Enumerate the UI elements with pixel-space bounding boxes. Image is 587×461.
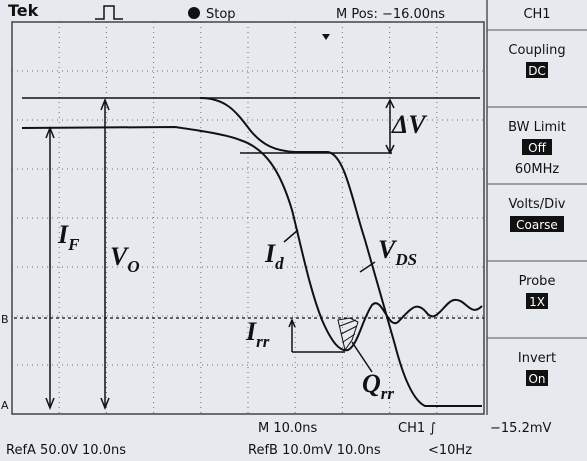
brand: Tek [8, 1, 39, 20]
position-marker [322, 34, 330, 40]
qrr-hatch [337, 317, 359, 352]
id-label: Id [264, 239, 284, 273]
menu-label: Invert [518, 351, 556, 366]
menu-value-box [510, 216, 564, 232]
position: M Pos: −16.00ns [336, 7, 445, 22]
annotation-lines [22, 97, 480, 411]
screen-border [11, 21, 485, 415]
qrr-label: Qrr [362, 369, 394, 403]
menu-value: On [528, 372, 545, 386]
irr-base: I [245, 317, 257, 346]
marker-b: B [1, 313, 9, 326]
menu-label: BW Limit [508, 120, 566, 135]
menu-label: Probe [519, 274, 556, 289]
graticule [12, 22, 484, 414]
vds-label: VDS [378, 235, 417, 269]
vds-base: V [378, 235, 398, 264]
trigger-icon [95, 5, 123, 20]
marker-a: A [1, 399, 9, 412]
ref-b: RefB 10.0mV 10.0ns [248, 443, 381, 458]
menu-value-box [526, 62, 548, 78]
menu-value-box [526, 370, 548, 386]
if-sub: F [67, 235, 80, 254]
vds-waveform [199, 97, 482, 407]
vo-label: VO [110, 242, 140, 276]
delta-v-label: ΔV [391, 110, 428, 139]
menu-label: Volts/Div [508, 197, 565, 212]
ref-a: RefA 50.0V 10.0ns [6, 443, 126, 458]
qrr-base: Q [362, 369, 381, 398]
vo-sub: O [127, 257, 139, 276]
menu-value: Off [528, 141, 546, 155]
menu-value-box [522, 139, 552, 155]
menu-value: 1X [529, 295, 545, 309]
id-sub: d [275, 254, 284, 273]
status: Stop [206, 7, 236, 22]
side-menu: CH1 Coupling DC BW Limit Off 60MHz Volts/Div C… [486, 0, 587, 415]
menu-value-box [526, 293, 548, 309]
if-label: IF [57, 220, 80, 254]
vo-base: V [110, 242, 130, 271]
menu-title: CH1 [523, 7, 550, 22]
timebase: M 10.0ns [258, 421, 318, 436]
vds-sub: DS [394, 250, 417, 269]
irr-label: Irr [245, 317, 270, 351]
id-waveform [21, 125, 483, 352]
menu-value: DC [528, 64, 546, 78]
menu-label: Coupling [508, 43, 565, 58]
irr-sub: rr [256, 332, 270, 351]
stop-icon [188, 7, 200, 19]
trigger-level: −15.2mV [490, 421, 552, 436]
qrr-sub: rr [381, 384, 395, 403]
frequency: <10Hz [428, 443, 472, 458]
qrr-hatch-lines [339, 319, 358, 343]
menu-value: Coarse [516, 218, 558, 232]
menu-extra: 60MHz [515, 162, 560, 177]
trigger: CH1 ∫ [398, 421, 436, 436]
id-base: I [264, 239, 276, 268]
if-base: I [57, 220, 69, 249]
